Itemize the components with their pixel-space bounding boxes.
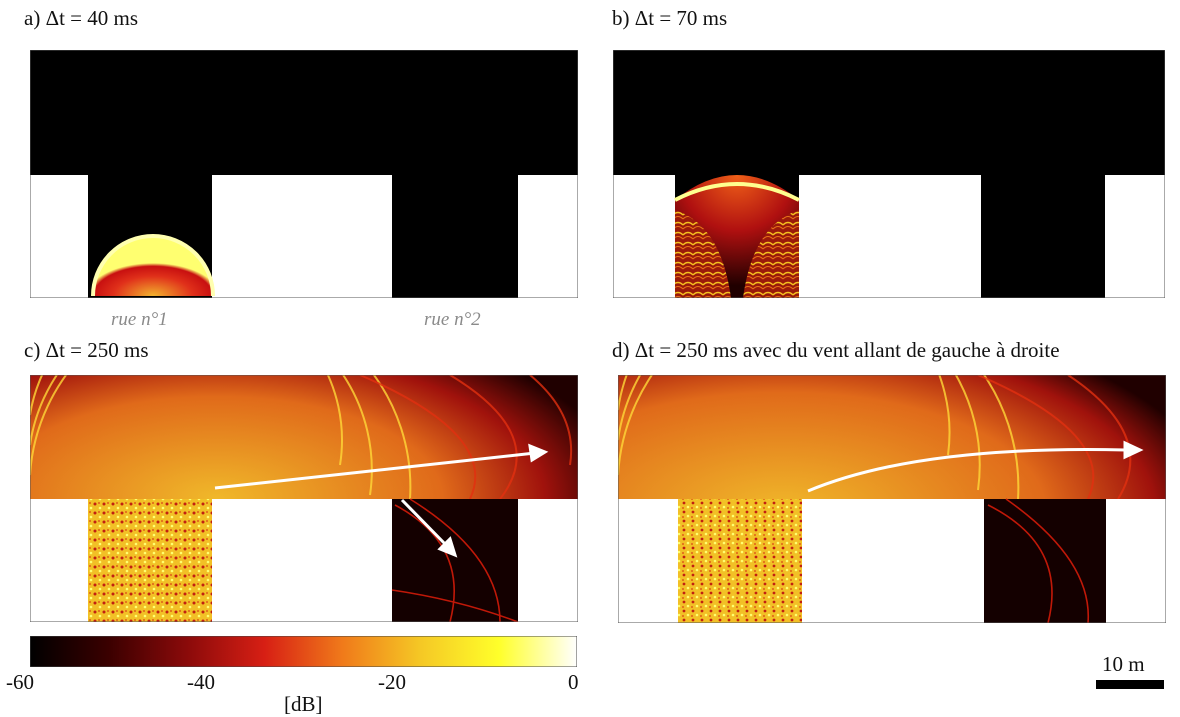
building-right bbox=[518, 175, 578, 298]
colorbar-tick-minus40: -40 bbox=[187, 670, 215, 694]
building-left bbox=[30, 175, 88, 298]
panel-d-simulation bbox=[618, 375, 1166, 623]
street-field bbox=[678, 499, 802, 623]
arrow-down bbox=[400, 498, 450, 549]
building-left bbox=[618, 499, 678, 623]
panel-a-label: a) Δt = 40 ms bbox=[24, 6, 139, 30]
street-field-2 bbox=[984, 499, 1106, 623]
panel-d-label: d) Δt = 250 ms avec du vent allant de ga… bbox=[612, 338, 1060, 362]
building-middle bbox=[799, 175, 981, 298]
wavefront bbox=[93, 236, 213, 296]
building-left bbox=[30, 499, 88, 622]
building-right bbox=[1105, 175, 1165, 298]
building-middle bbox=[212, 175, 392, 298]
arrow-curved bbox=[807, 448, 1127, 493]
colorbar-tick-minus20: -20 bbox=[378, 670, 406, 694]
building-right bbox=[518, 499, 578, 622]
panel-b-label: b) Δt = 70 ms bbox=[612, 6, 728, 30]
panel-a-simulation bbox=[30, 50, 578, 298]
panel-b-simulation bbox=[613, 50, 1165, 298]
building-middle bbox=[212, 499, 392, 622]
street-field-2 bbox=[392, 499, 518, 622]
colorbar-unit: [dB] bbox=[284, 692, 323, 716]
building-middle bbox=[802, 499, 984, 623]
colorbar-tick-0: 0 bbox=[568, 670, 579, 694]
scale-label: 10 m bbox=[1102, 652, 1145, 676]
street-2-label: rue n°2 bbox=[424, 309, 481, 330]
panel-c-label: c) Δt = 250 ms bbox=[24, 338, 149, 362]
scale-bar bbox=[1096, 680, 1164, 689]
building-left bbox=[613, 175, 675, 298]
panel-c-simulation bbox=[30, 375, 578, 622]
colorbar bbox=[30, 636, 577, 667]
street-1-label: rue n°1 bbox=[111, 309, 168, 330]
arrow-long bbox=[214, 451, 536, 490]
colorbar-tick-minus60: -60 bbox=[6, 670, 34, 694]
street-field bbox=[88, 499, 212, 622]
building-right bbox=[1106, 499, 1166, 623]
wavefront bbox=[675, 175, 799, 298]
